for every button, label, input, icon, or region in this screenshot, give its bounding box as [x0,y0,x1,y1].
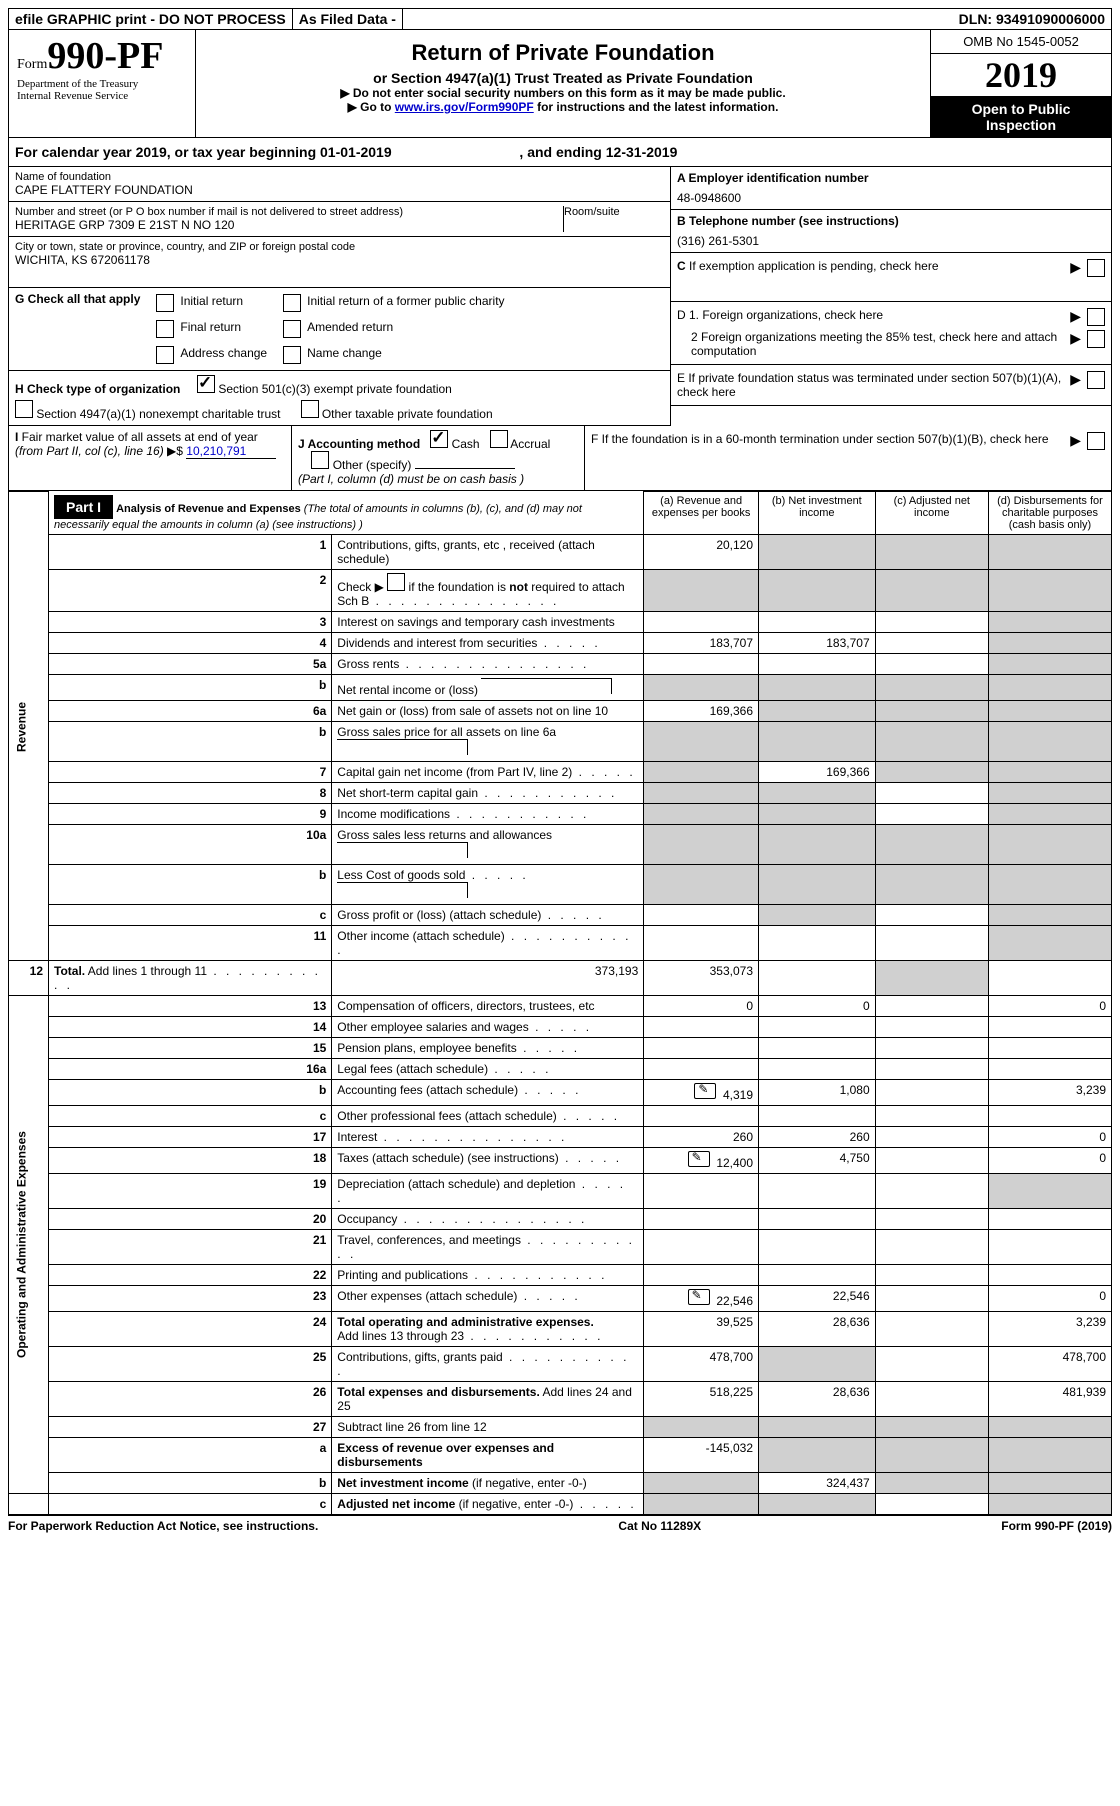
ein-cell: A Employer identification number 48-0948… [671,167,1111,210]
irs-link[interactable]: www.irs.gov/Form990PF [395,100,534,114]
omb-number: OMB No 1545-0052 [931,30,1111,54]
foundation-info: Name of foundation CAPE FLATTERY FOUNDAT… [8,167,1112,426]
irs: Internal Revenue Service [17,90,187,102]
as-filed: As Filed Data - [293,9,403,29]
cb-exemption-pending[interactable] [1087,259,1105,277]
part1-table: Revenue Part I Analysis of Revenue and E… [8,491,1112,1515]
section-c: C If exemption application is pending, c… [671,253,1111,302]
cb-address-change[interactable] [156,346,174,364]
cb-60month[interactable] [1087,432,1105,450]
phone-value: (316) 261-5301 [677,234,1105,248]
room-label: Room/suite [564,206,664,218]
dln: DLN: 93491090006000 [953,9,1111,29]
calendar-year-row: For calendar year 2019, or tax year begi… [8,138,1112,167]
form-header: Form990-PF Department of the Treasury In… [8,30,1112,138]
efile-notice: efile GRAPHIC print - DO NOT PROCESS [9,9,293,29]
cb-other-taxable[interactable] [301,400,319,418]
city-cell: City or town, state or province, country… [9,237,670,288]
form-ref: Form 990-PF (2019) [1001,1519,1112,1533]
dept-treasury: Department of the Treasury [17,78,187,90]
col-b-header: (b) Net investment income [759,492,876,535]
cb-final-return[interactable] [156,320,174,338]
form-id-block: Form990-PF Department of the Treasury In… [9,30,196,137]
foundation-name: CAPE FLATTERY FOUNDATION [15,183,664,197]
form-title: Return of Private Foundation [202,40,924,66]
cb-foreign-org[interactable] [1087,308,1105,326]
expenses-sidebar: Operating and Administrative Expenses [9,996,49,1494]
paperwork-notice: For Paperwork Reduction Act Notice, see … [8,1519,318,1533]
cb-501c3[interactable] [197,375,215,393]
page-footer: For Paperwork Reduction Act Notice, see … [8,1515,1112,1533]
part-i-label: Part I [54,495,113,519]
address-row: Number and street (or P O box number if … [9,202,670,237]
cb-name-change[interactable] [283,346,301,364]
section-i: I Fair market value of all assets at end… [9,426,292,490]
goto-notice: ▶ Go to www.irs.gov/Form990PF for instru… [202,100,924,114]
cat-no: Cat No 11289X [618,1519,701,1533]
form-number: Form990-PF [17,34,187,78]
open-to-public: Open to Public Inspection [931,97,1111,137]
section-f: F If the foundation is in a 60-month ter… [585,426,1111,490]
revenue-sidebar: Revenue [9,492,49,961]
ijf-row: I Fair market value of all assets at end… [8,426,1112,491]
section-h: H Check type of organization Section 501… [9,371,670,396]
fmv-value: 10,210,791 [186,444,276,459]
city-state-zip: WICHITA, KS 672061178 [15,253,664,267]
form-subtitle: or Section 4947(a)(1) Trust Treated as P… [202,70,924,86]
attachment-icon[interactable] [694,1083,716,1099]
cb-initial-former[interactable] [283,294,301,312]
cb-85pct-test[interactable] [1087,330,1105,348]
attachment-icon[interactable] [688,1151,710,1167]
header-right: OMB No 1545-0052 2019 Open to Public Ins… [931,30,1111,137]
section-h-row2: Section 4947(a)(1) nonexempt charitable … [9,396,670,426]
cb-cash[interactable] [430,430,448,448]
section-d: D 1. Foreign organizations, check here▶ … [671,302,1111,365]
col-a-header: (a) Revenue and expenses per books [644,492,759,535]
col-d-header: (d) Disbursements for charitable purpose… [988,492,1111,535]
section-j: J Accounting method Cash Accrual Other (… [292,426,585,490]
cb-amended-return[interactable] [283,320,301,338]
cb-accrual[interactable] [490,430,508,448]
tax-year: 2019 [931,54,1111,97]
ssn-notice: ▶ Do not enter social security numbers o… [202,86,924,100]
cb-initial-return[interactable] [156,294,174,312]
form-title-block: Return of Private Foundation or Section … [196,30,931,137]
street-address: HERITAGE GRP 7309 E 21ST N NO 120 [15,218,563,232]
foundation-name-cell: Name of foundation CAPE FLATTERY FOUNDAT… [9,167,670,202]
phone-cell: B Telephone number (see instructions) (3… [671,210,1111,253]
attachment-icon[interactable] [688,1289,710,1305]
top-bar: efile GRAPHIC print - DO NOT PROCESS As … [8,8,1112,30]
cb-other-method[interactable] [311,451,329,469]
cb-4947-trust[interactable] [15,400,33,418]
section-e: E If private foundation status was termi… [671,365,1111,406]
cb-sch-b[interactable] [387,573,405,591]
section-g: G Check all that apply Initial return Fi… [9,288,670,371]
col-c-header: (c) Adjusted net income [875,492,988,535]
cb-terminated[interactable] [1087,371,1105,389]
ein-value: 48-0948600 [677,191,1105,205]
